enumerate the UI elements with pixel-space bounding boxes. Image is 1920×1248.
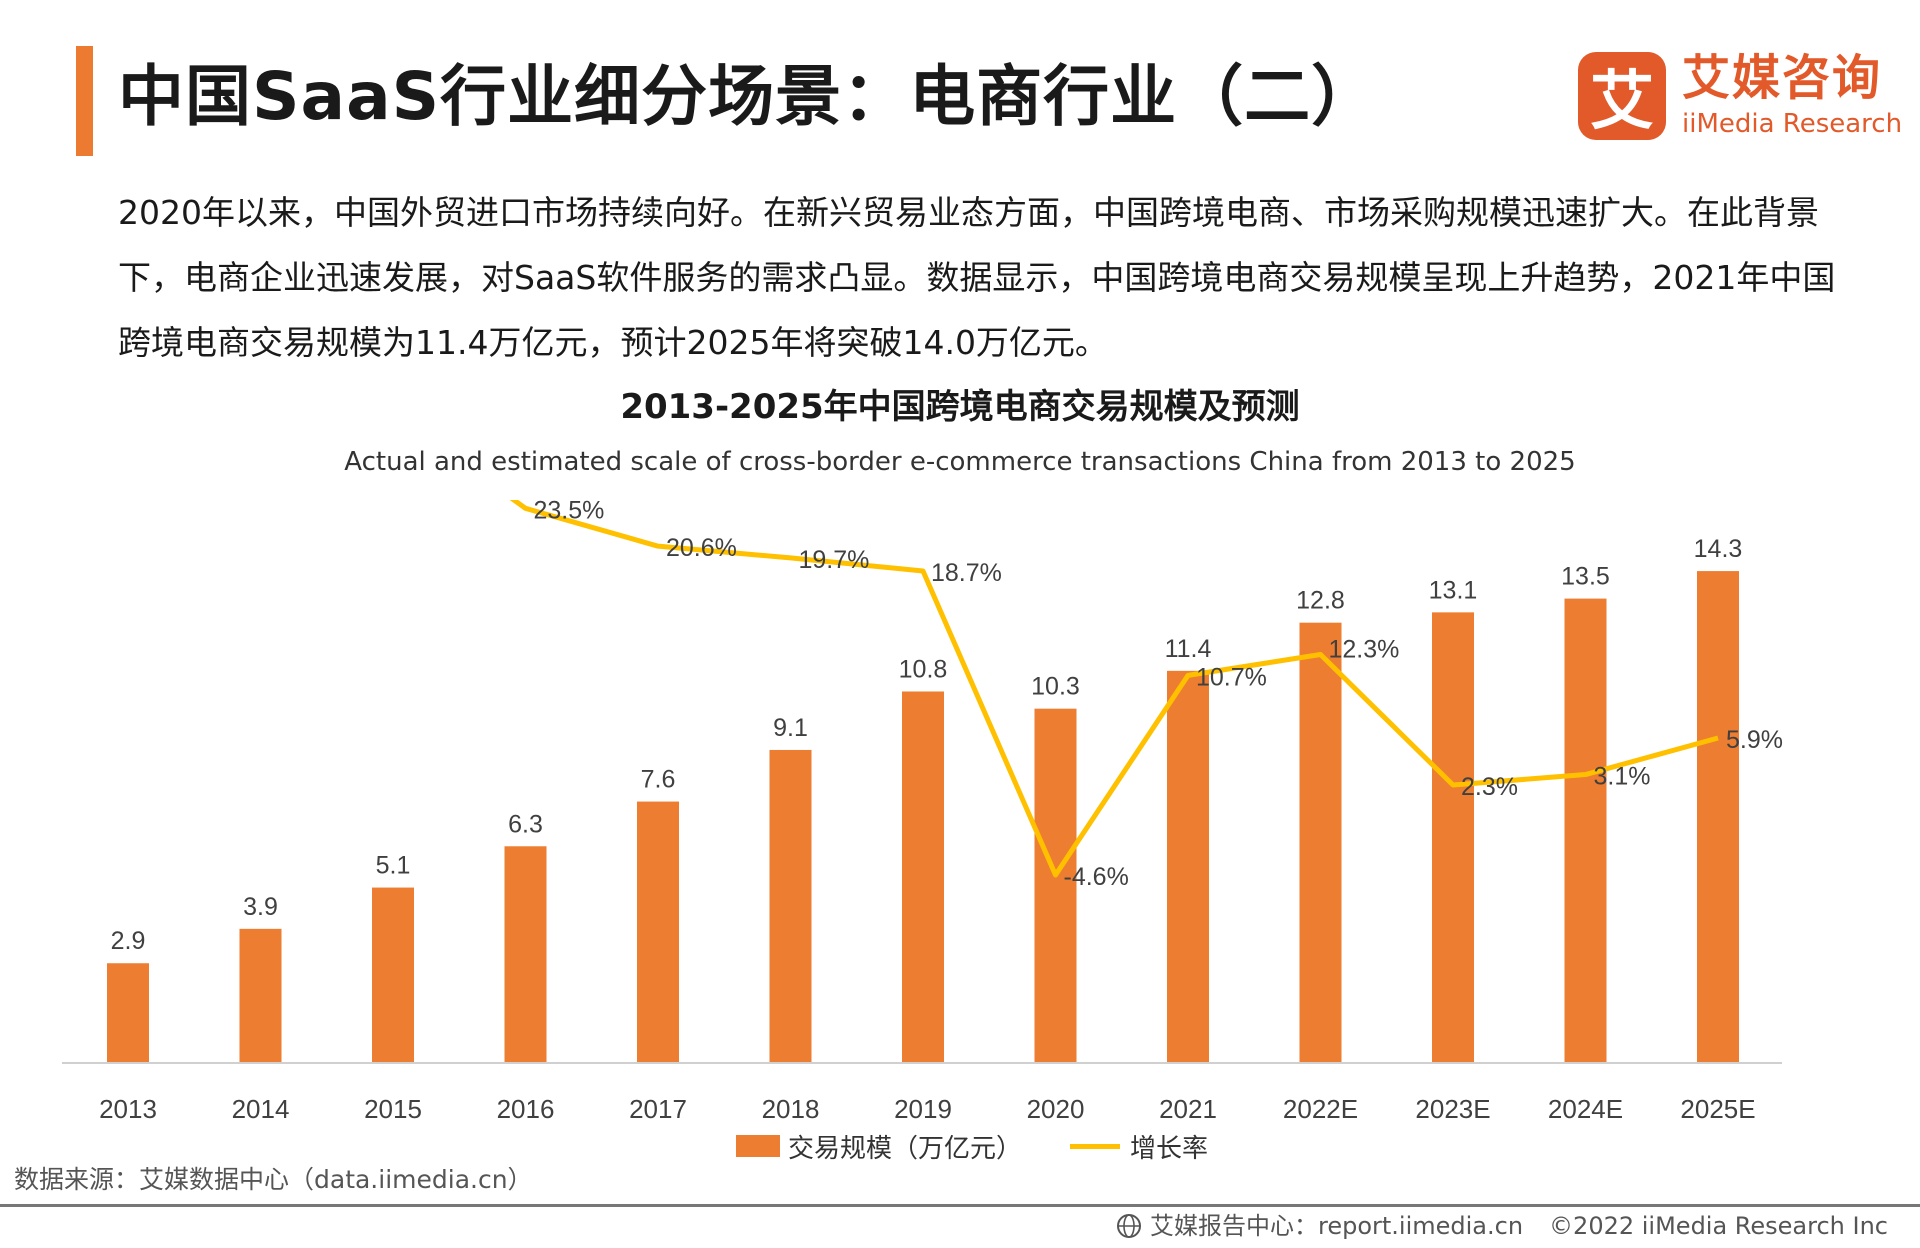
x-tick-label: 2022E — [1283, 1094, 1358, 1124]
logo-mark-icon: 艾 — [1578, 52, 1666, 140]
growth-rate-line — [509, 500, 1719, 878]
line-layer — [509, 500, 1719, 878]
globe-icon — [1116, 1214, 1141, 1238]
combo-chart: 2.9 2013 3.9 2014 5.1 2015 6.3 2016 7.6 2017 9.1 20… — [62, 500, 1783, 1124]
legend-label-bar: 交易规模（万亿元） — [788, 1133, 1023, 1164]
growth-value-label: 10.7% — [1196, 663, 1267, 691]
bar-2024E — [1564, 598, 1607, 1063]
bar-value-label: 11.4 — [1165, 635, 1212, 663]
bar-2020 — [1034, 708, 1077, 1063]
bar-value-label: 6.3 — [508, 810, 543, 838]
bar-value-label: 5.1 — [376, 852, 411, 880]
footer-report-site: 艾媒报告中心：report.iimedia.cn — [1149, 1212, 1524, 1240]
legend-item-bar: 交易规模（万亿元） — [736, 1128, 1022, 1165]
page-title: 中国SaaS行业细分场景：电商行业（二） — [118, 58, 1379, 135]
growth-value-label: 18.7% — [931, 559, 1002, 587]
bar-2019 — [902, 691, 944, 1063]
growth-value-label: 3.1% — [1594, 763, 1651, 791]
x-tick-label: 2021 — [1159, 1094, 1217, 1124]
bar-value-label: 14.3 — [1694, 535, 1743, 563]
growth-value-label: 23.5% — [534, 500, 605, 524]
bar-2025E — [1697, 571, 1739, 1063]
x-tick-label: 2019 — [894, 1094, 952, 1124]
bar-2018 — [769, 749, 812, 1063]
x-tick-label: 2024E — [1548, 1094, 1623, 1124]
x-tick-label: 2016 — [497, 1094, 555, 1124]
growth-value-label: 5.9% — [1726, 726, 1783, 754]
bar-value-label: 13.1 — [1429, 576, 1478, 604]
footer-divider — [0, 1204, 1920, 1207]
bar-value-label: 12.8 — [1296, 587, 1345, 615]
labels-layer: 2.9 2013 3.9 2014 5.1 2015 6.3 2016 7.6 2017 9.1 20… — [99, 500, 1783, 1124]
bar-2015 — [372, 887, 414, 1063]
data-source: 数据来源：艾媒数据中心（data.iimedia.cn） — [14, 1165, 533, 1194]
bar-2022E — [1299, 622, 1342, 1063]
x-tick-label: 2025E — [1680, 1094, 1755, 1124]
bar-value-label: 13.5 — [1561, 563, 1610, 591]
growth-value-label: 12.3% — [1329, 635, 1400, 663]
bar-2021 — [1167, 670, 1209, 1063]
legend-swatch-bar — [736, 1135, 780, 1157]
bar-value-label: 7.6 — [641, 766, 676, 794]
intro-paragraph: 2020年以来，中国外贸进口市场持续向好。在新兴贸易业态方面，中国跨境电商、市场… — [118, 193, 1836, 362]
legend-label-line: 增长率 — [1130, 1133, 1209, 1164]
x-tick-label: 2013 — [99, 1094, 157, 1124]
growth-value-label: 2.3% — [1461, 773, 1518, 801]
legend-item-line: 增长率 — [1070, 1128, 1208, 1165]
growth-value-label: 20.6% — [666, 534, 737, 562]
chart-title: 2013-2025年中国跨境电商交易规模及预测 — [620, 387, 1300, 427]
footer: 艾媒报告中心：report.iimedia.cn ©2022 iiMedia R… — [1116, 1208, 1888, 1244]
bar-2023E — [1432, 612, 1474, 1063]
x-tick-label: 2018 — [762, 1094, 820, 1124]
footer-copyright: ©2022 iiMedia Research Inc — [1549, 1212, 1888, 1240]
title-accent-bar — [76, 46, 93, 156]
bar-value-label: 2.9 — [111, 927, 146, 955]
bar-2013 — [107, 963, 149, 1063]
x-tick-label: 2023E — [1415, 1094, 1490, 1124]
logo-name-cn: 艾媒咨询 — [1682, 50, 1883, 106]
bar-2014 — [239, 928, 282, 1063]
growth-value-label: 19.7% — [799, 546, 870, 574]
bar-value-label: 10.8 — [899, 655, 948, 683]
legend-swatch-line — [1070, 1143, 1121, 1149]
chart-legend: 交易规模（万亿元） 增长率 — [736, 1128, 1256, 1164]
growth-value-label: -4.6% — [1064, 863, 1129, 891]
brand-logo: 艾 艾媒咨询 iiMedia Research — [1578, 50, 1902, 145]
x-tick-label: 2015 — [364, 1094, 422, 1124]
x-tick-label: 2014 — [232, 1094, 290, 1124]
bars-layer — [107, 571, 1739, 1063]
bar-value-label: 10.3 — [1031, 673, 1080, 701]
x-tick-label: 2020 — [1027, 1094, 1085, 1124]
bar-value-label: 3.9 — [243, 893, 278, 921]
bar-2017 — [637, 801, 679, 1063]
logo-name-en: iiMedia Research — [1682, 109, 1903, 139]
x-tick-label: 2017 — [629, 1094, 687, 1124]
bar-2016 — [504, 846, 547, 1063]
chart-subtitle: Actual and estimated scale of cross-bord… — [344, 447, 1576, 477]
bar-value-label: 9.1 — [773, 714, 808, 742]
